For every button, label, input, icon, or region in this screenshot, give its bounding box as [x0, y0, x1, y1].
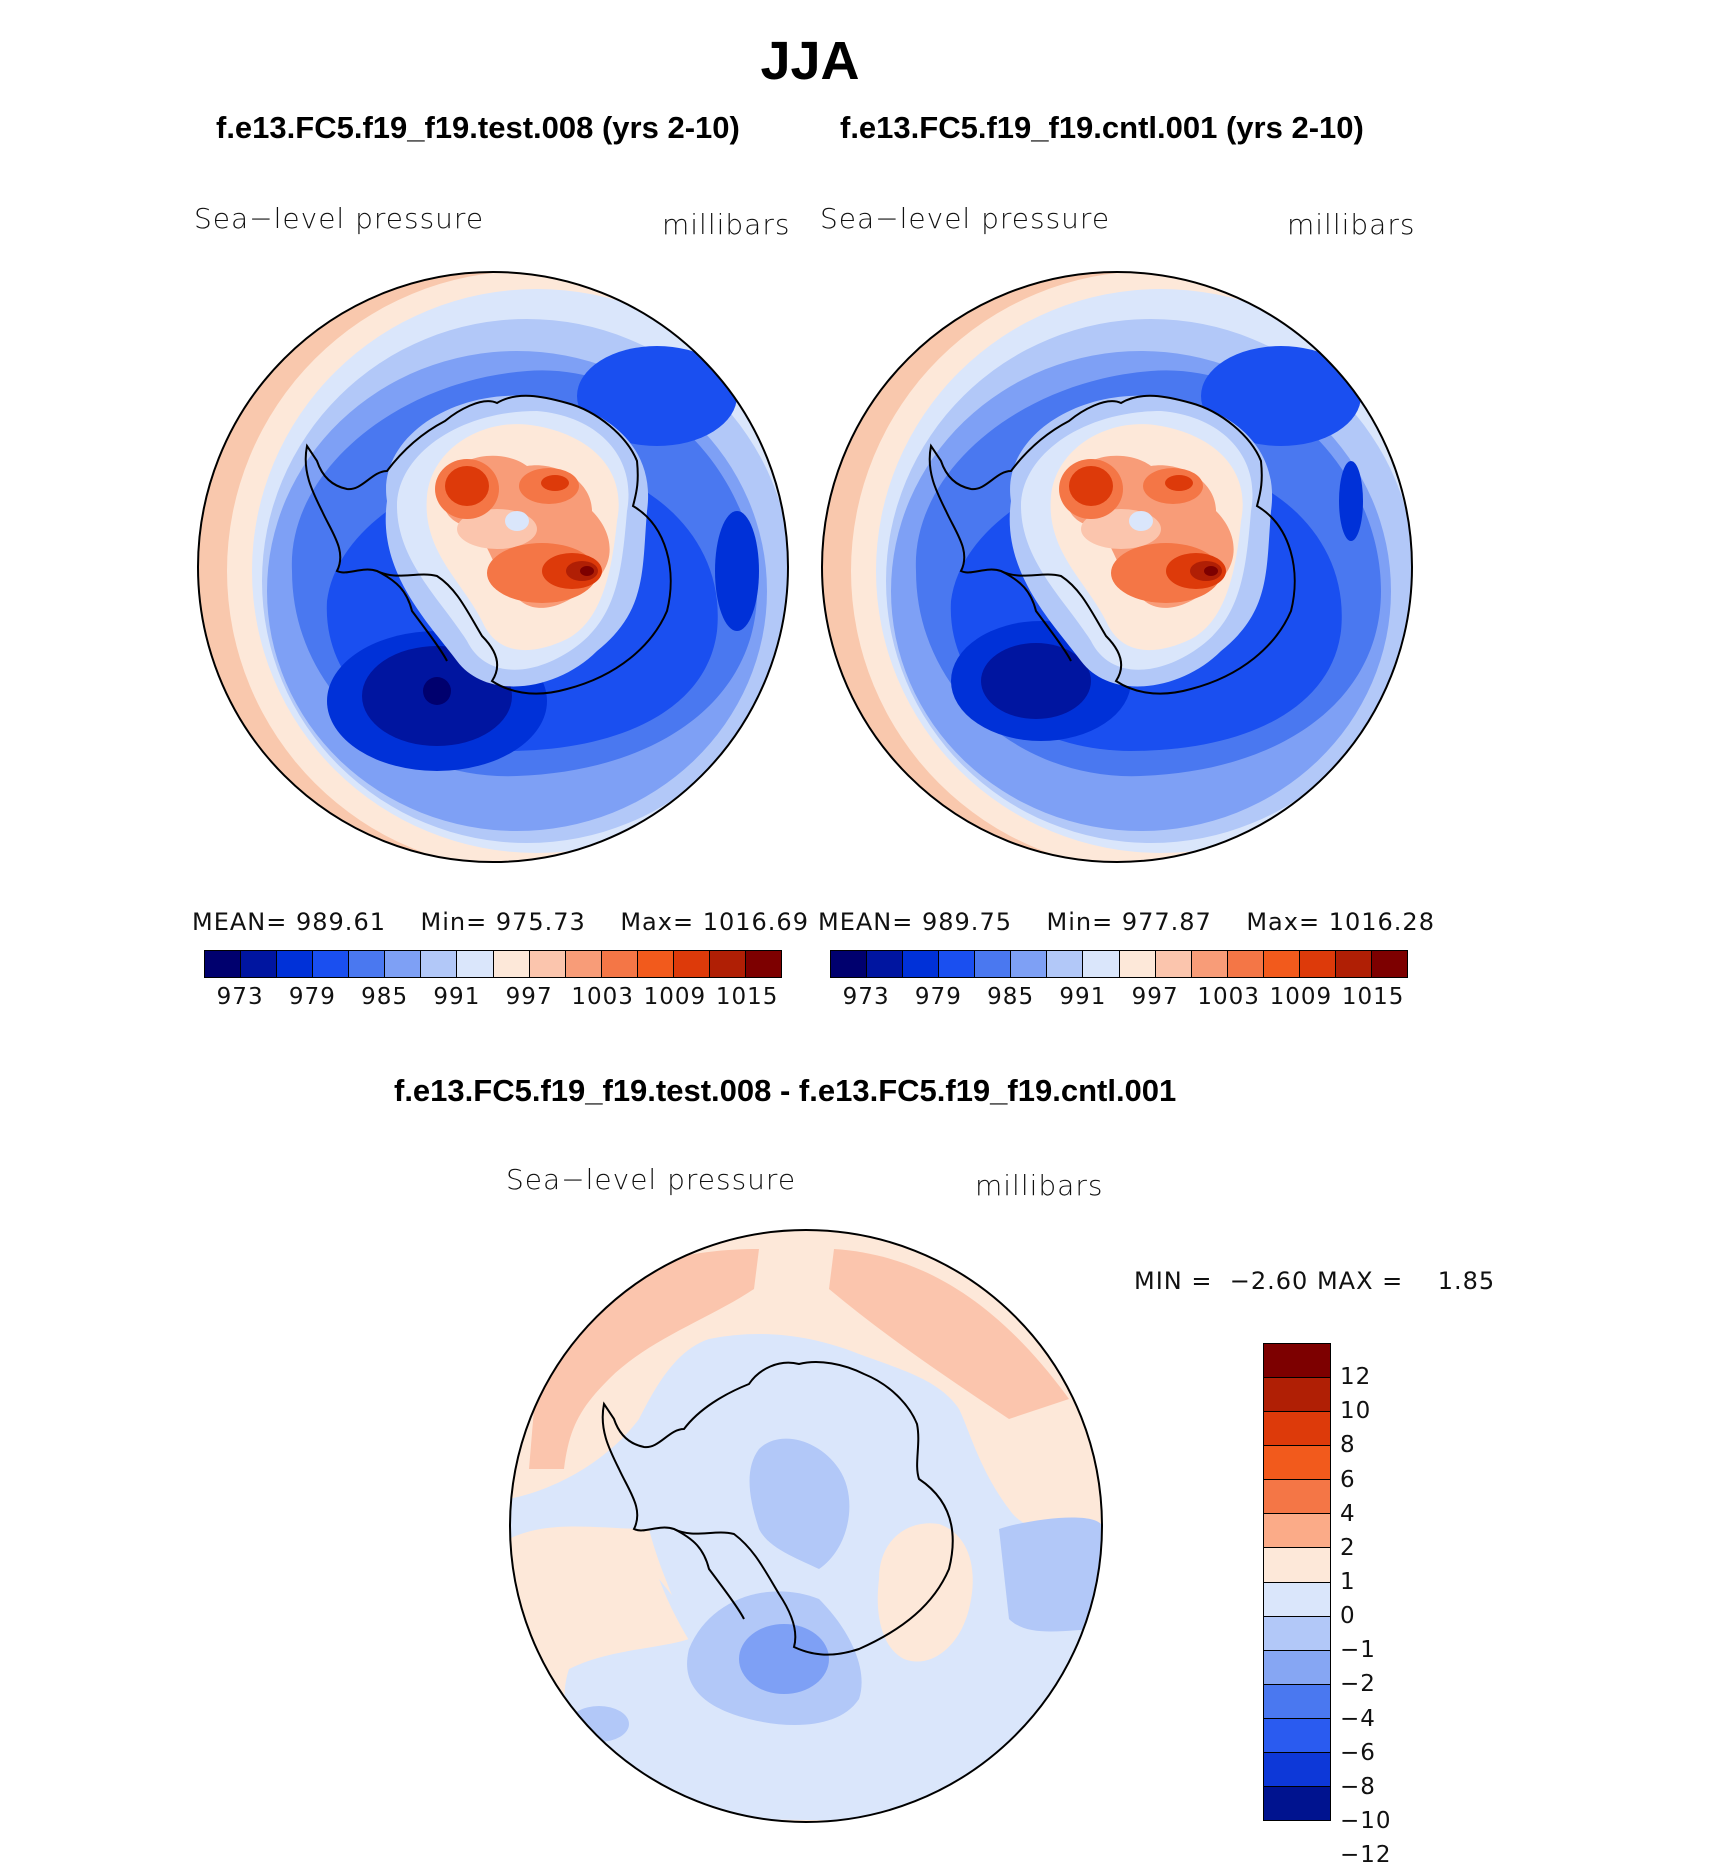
panel-2-case-title: f.e13.FC5.f19_f19.cntl.001 (yrs 2-10) [840, 110, 1364, 145]
panel-1-map [197, 271, 789, 863]
colorbar-swatch [1047, 951, 1084, 977]
colorbar-swatch [1264, 1446, 1330, 1481]
colorbar-swatch [1191, 951, 1228, 977]
colorbar-swatch [1264, 1582, 1330, 1617]
difference-colorbar [1263, 1343, 1331, 1821]
colorbar-swatch [1264, 1718, 1330, 1753]
colorbar-tick-label: −12 [1340, 1842, 1392, 1868]
colorbar-swatch [1264, 1548, 1330, 1583]
colorbar-tick-label: 0 [1340, 1603, 1356, 1630]
difference-min-max: MIN = −2.60 MAX = 1.85 [1134, 1267, 1496, 1295]
colorbar-swatch [1263, 951, 1300, 977]
colorbar-tick-label: 985 [987, 984, 1035, 1010]
colorbar-tick-label: 991 [1059, 984, 1107, 1010]
panel-1-stats: MEAN= 989.61 Min= 975.73 Max= 1016.69 [192, 908, 809, 936]
colorbar-tick-label: 12 [1340, 1364, 1372, 1391]
colorbar-swatch [529, 951, 566, 977]
colorbar-swatch [1155, 951, 1192, 977]
colorbar-swatch [493, 951, 530, 977]
colorbar-swatch [241, 951, 278, 977]
panel-1-variable-label: Sea−level pressure [194, 202, 485, 235]
colorbar-swatch [831, 951, 868, 977]
colorbar-swatch [1335, 951, 1372, 977]
colorbar-swatch [637, 951, 674, 977]
colorbar-tick-label: 6 [1340, 1466, 1356, 1493]
colorbar-swatch [1227, 951, 1264, 977]
panel-2-stats: MEAN= 989.75 Min= 977.87 Max= 1016.28 [818, 908, 1435, 936]
colorbar-swatch [385, 951, 422, 977]
colorbar-swatch [1264, 1616, 1330, 1651]
colorbar-swatch [1299, 951, 1336, 977]
colorbar-tick-label: 985 [361, 984, 409, 1010]
difference-units-label: millibars [975, 1169, 1104, 1202]
colorbar-tick-label: 973 [842, 984, 890, 1010]
panel-1-units-label: millibars [662, 208, 791, 241]
colorbar-tick-label: 973 [216, 984, 264, 1010]
colorbar-swatch [1371, 951, 1407, 977]
difference-map [509, 1229, 1103, 1823]
colorbar-swatch [1264, 1650, 1330, 1685]
colorbar-swatch [903, 951, 940, 977]
colorbar-swatch [205, 951, 242, 977]
colorbar-swatch [1083, 951, 1120, 977]
panel-1-colorbar [204, 950, 782, 978]
colorbar-swatch [1264, 1752, 1330, 1788]
colorbar-tick-label: 997 [505, 984, 553, 1010]
colorbar-tick-label: 1015 [1341, 984, 1405, 1010]
colorbar-swatch [673, 951, 710, 977]
colorbar-tick-label: 1009 [643, 984, 707, 1010]
colorbar-tick-label: 4 [1340, 1500, 1356, 1527]
colorbar-tick-label: 1003 [571, 984, 634, 1010]
colorbar-swatch [1264, 1378, 1330, 1413]
colorbar-swatch [939, 951, 976, 977]
colorbar-tick-label: −1 [1340, 1637, 1376, 1664]
colorbar-swatch [867, 951, 904, 977]
colorbar-swatch [349, 951, 386, 977]
colorbar-tick-label: −2 [1340, 1671, 1376, 1698]
colorbar-tick-label: −6 [1340, 1739, 1376, 1766]
colorbar-swatch [1264, 1514, 1330, 1549]
colorbar-tick-label: 1015 [715, 984, 779, 1010]
colorbar-tick-label: 2 [1340, 1534, 1356, 1561]
colorbar-swatch [1011, 951, 1048, 977]
colorbar-swatch [1264, 1344, 1330, 1379]
colorbar-swatch [277, 951, 314, 977]
colorbar-tick-label: 1009 [1269, 984, 1333, 1010]
colorbar-tick-label: −4 [1340, 1705, 1376, 1732]
colorbar-swatch [745, 951, 781, 977]
colorbar-tick-label: 1 [1340, 1569, 1356, 1595]
colorbar-swatch [975, 951, 1012, 977]
colorbar-tick-label: 10 [1340, 1398, 1372, 1425]
colorbar-tick-label: 8 [1340, 1432, 1356, 1459]
colorbar-tick-label: 997 [1131, 984, 1179, 1010]
colorbar-tick-label: 979 [914, 984, 962, 1010]
colorbar-swatch [1264, 1480, 1330, 1515]
colorbar-swatch [313, 951, 350, 977]
colorbar-tick-label: 979 [288, 984, 336, 1010]
panel-1-case-title: f.e13.FC5.f19_f19.test.008 (yrs 2-10) [216, 110, 740, 145]
colorbar-tick-label: −8 [1340, 1773, 1376, 1800]
difference-title: f.e13.FC5.f19_f19.test.008 - f.e13.FC5.f… [394, 1073, 1177, 1108]
colorbar-swatch [1264, 1787, 1330, 1821]
colorbar-swatch [1119, 951, 1156, 977]
panel-2-colorbar [830, 950, 1408, 978]
panel-2-map [821, 271, 1413, 863]
difference-variable-label: Sea−level pressure [506, 1163, 797, 1196]
colorbar-swatch [601, 951, 638, 977]
colorbar-tick-label: 1003 [1197, 984, 1260, 1010]
colorbar-swatch [421, 951, 458, 977]
colorbar-tick-label: 991 [433, 984, 481, 1010]
colorbar-swatch [1264, 1684, 1330, 1719]
colorbar-swatch [709, 951, 746, 977]
colorbar-swatch [1264, 1412, 1330, 1447]
panel-2-units-label: millibars [1287, 208, 1416, 241]
colorbar-swatch [565, 951, 602, 977]
main-title: JJA [760, 31, 860, 91]
panel-2-variable-label: Sea−level pressure [820, 202, 1111, 235]
colorbar-tick-label: −10 [1340, 1808, 1392, 1834]
colorbar-swatch [457, 951, 494, 977]
